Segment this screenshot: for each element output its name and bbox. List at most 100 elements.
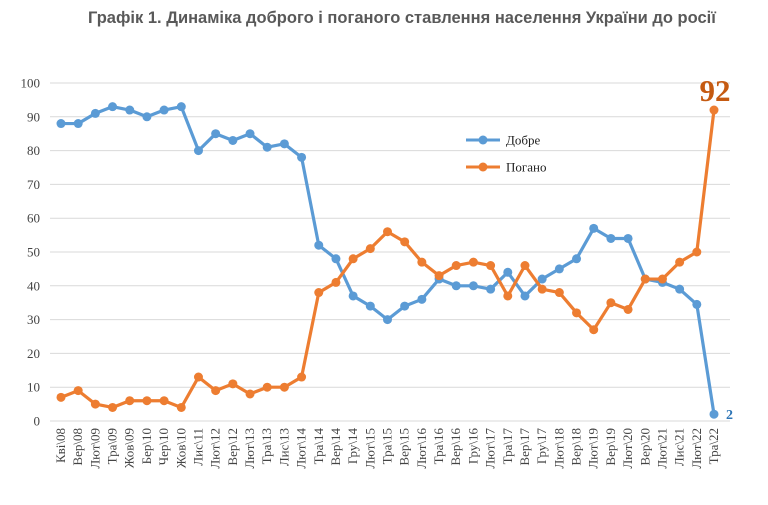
data-point xyxy=(400,237,410,247)
data-point xyxy=(623,233,633,243)
x-tick-label: Тра\13 xyxy=(259,428,274,464)
data-point xyxy=(589,325,599,335)
data-point xyxy=(245,389,255,399)
annotation-2: 2 xyxy=(726,408,733,423)
x-tick-label: Вер\17 xyxy=(517,428,532,466)
data-point xyxy=(468,281,478,291)
data-point xyxy=(228,135,238,145)
x-tick-label: Вер\15 xyxy=(397,428,412,466)
data-point xyxy=(451,281,461,291)
data-point xyxy=(262,382,272,392)
x-tick-label: Кві\08 xyxy=(53,428,68,463)
data-point xyxy=(503,267,513,277)
x-tick-label: Жов\09 xyxy=(122,428,137,468)
legend-marker xyxy=(478,162,488,172)
y-tick-label: 60 xyxy=(27,211,40,226)
data-point xyxy=(606,233,616,243)
data-point xyxy=(657,274,667,284)
data-point xyxy=(297,372,307,382)
data-point xyxy=(211,129,221,139)
data-point xyxy=(486,284,496,294)
data-point xyxy=(176,102,186,112)
data-point xyxy=(606,298,616,308)
data-point xyxy=(383,315,392,325)
data-point xyxy=(108,102,118,112)
data-point xyxy=(142,112,152,122)
data-point xyxy=(520,261,530,271)
x-tick-label: Вер\14 xyxy=(328,428,343,466)
data-point xyxy=(279,139,289,149)
x-tick-label: Лют\17 xyxy=(483,428,498,469)
y-tick-label: 30 xyxy=(27,312,40,327)
x-tick-label: Лют\22 xyxy=(689,428,704,469)
data-point xyxy=(486,261,496,271)
data-point xyxy=(434,271,444,281)
x-tick-label: Лют\20 xyxy=(620,428,635,469)
data-point xyxy=(503,291,513,301)
x-tick-label: Лют\18 xyxy=(551,428,566,469)
data-point xyxy=(692,299,702,309)
data-point xyxy=(675,284,685,294)
x-tick-label: Лют\12 xyxy=(208,428,223,469)
x-tick-label: Гру\14 xyxy=(345,428,360,465)
annotation-92: 92 xyxy=(700,73,731,108)
data-point xyxy=(692,247,702,257)
x-tick-label: Вер\19 xyxy=(603,428,618,466)
data-point xyxy=(73,119,83,129)
x-tick-label: Лют\16 xyxy=(414,428,429,469)
data-point xyxy=(709,409,719,419)
data-point xyxy=(245,129,255,139)
data-point xyxy=(331,254,341,264)
data-point xyxy=(348,254,358,264)
x-tick-label: Тра\14 xyxy=(311,428,326,465)
y-tick-label: 10 xyxy=(27,380,40,395)
data-point xyxy=(520,291,530,301)
legend-label: Добре xyxy=(506,133,540,148)
data-point xyxy=(279,382,289,392)
x-tick-label: Лис\11 xyxy=(190,428,205,466)
data-point xyxy=(176,402,186,412)
x-tick-label: Тра\17 xyxy=(500,428,515,465)
data-point xyxy=(193,146,203,156)
x-tick-label: Гру\17 xyxy=(534,428,549,465)
y-tick-label: 0 xyxy=(34,414,41,429)
y-tick-label: 20 xyxy=(27,346,40,361)
data-point xyxy=(554,288,564,298)
x-tick-label: Лют\14 xyxy=(294,428,309,469)
x-tick-label: Лют\09 xyxy=(87,428,102,469)
x-tick-label: Тра\15 xyxy=(380,428,395,464)
data-point xyxy=(348,291,358,301)
data-point xyxy=(417,294,427,304)
data-point xyxy=(56,392,66,402)
data-point xyxy=(193,372,203,382)
data-point xyxy=(73,386,83,396)
y-tick-label: 80 xyxy=(27,143,40,158)
data-point xyxy=(297,152,307,162)
x-tick-label: Лют\15 xyxy=(362,428,377,469)
data-point xyxy=(142,396,152,406)
x-tick-label: Тра\22 xyxy=(706,428,721,464)
data-point xyxy=(125,105,135,115)
data-point xyxy=(159,396,169,406)
y-tick-label: 100 xyxy=(21,76,41,91)
data-point xyxy=(383,227,392,237)
y-tick-label: 40 xyxy=(27,278,40,293)
x-tick-label: Чер\10 xyxy=(156,428,171,465)
data-point xyxy=(709,105,719,115)
data-point xyxy=(331,277,341,287)
data-point xyxy=(623,304,633,314)
x-tick-label: Бер\10 xyxy=(139,428,154,464)
legend-label: Погано xyxy=(506,160,546,175)
data-point xyxy=(365,301,375,311)
data-point xyxy=(56,119,66,129)
x-tick-label: Лис\13 xyxy=(276,428,291,466)
data-point xyxy=(262,142,272,152)
series-line-pogano xyxy=(60,109,716,410)
data-point xyxy=(400,301,410,311)
x-tick-label: Лис\21 xyxy=(672,428,687,466)
data-point xyxy=(417,257,427,267)
data-point xyxy=(554,264,564,274)
data-point xyxy=(640,274,650,284)
data-point xyxy=(159,105,169,115)
data-point xyxy=(314,240,324,250)
